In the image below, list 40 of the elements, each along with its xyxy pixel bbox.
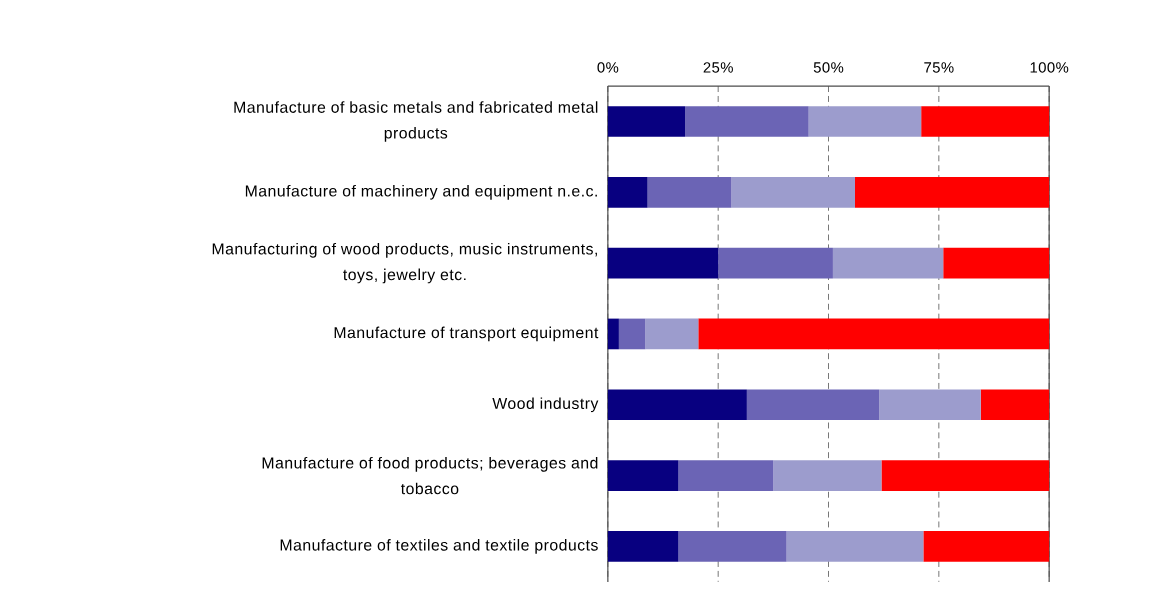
bar: [808, 106, 922, 137]
y-tick-label: Wood industry: [492, 397, 599, 413]
bar: [943, 247, 1050, 279]
bar: [921, 106, 1050, 137]
y-tick-label: Manufacturing of wood products, music instruments, toys, jewelry etc.: [212, 243, 597, 284]
bar: [607, 460, 679, 492]
bar: [746, 389, 880, 421]
bar: [773, 460, 882, 492]
y-tick-label: Manufacture of textiles and textile products: [280, 539, 598, 554]
x-tick-label: 50%: [813, 62, 844, 73]
bar: [607, 106, 686, 137]
bar: [879, 389, 981, 421]
bar: [786, 531, 924, 562]
bar: [854, 177, 1050, 208]
bar: [647, 177, 732, 208]
bar: [698, 318, 1050, 350]
bar: [718, 247, 833, 279]
x-tick-label: 100%: [1030, 62, 1069, 73]
y-tick-label: Manufacture of food products; beverages and tobacco: [262, 457, 598, 495]
bar: [618, 318, 646, 350]
bar: [645, 318, 699, 350]
y-tick-label: Manufacture of basic metals and fabricated metal products: [234, 101, 598, 142]
bar: [607, 177, 648, 208]
bar: [607, 531, 679, 562]
bar: [607, 318, 619, 350]
bar: [685, 106, 809, 137]
bar: [881, 460, 1050, 492]
y-tick-label: Manufacture of machinery and equipment n.e.c.: [245, 185, 597, 200]
y-tick-label: Manufacture of transport equipment: [334, 326, 599, 342]
x-tick-label: 0%: [597, 62, 619, 73]
bar: [832, 247, 944, 279]
bar: [607, 389, 747, 421]
bar: [678, 460, 774, 492]
bar: [678, 531, 787, 562]
x-tick-label: 75%: [924, 62, 954, 73]
bar: [731, 177, 855, 208]
bar: [980, 389, 1050, 421]
bar: [923, 531, 1050, 562]
x-tick-label: 25%: [703, 62, 733, 73]
bar: [607, 247, 719, 279]
